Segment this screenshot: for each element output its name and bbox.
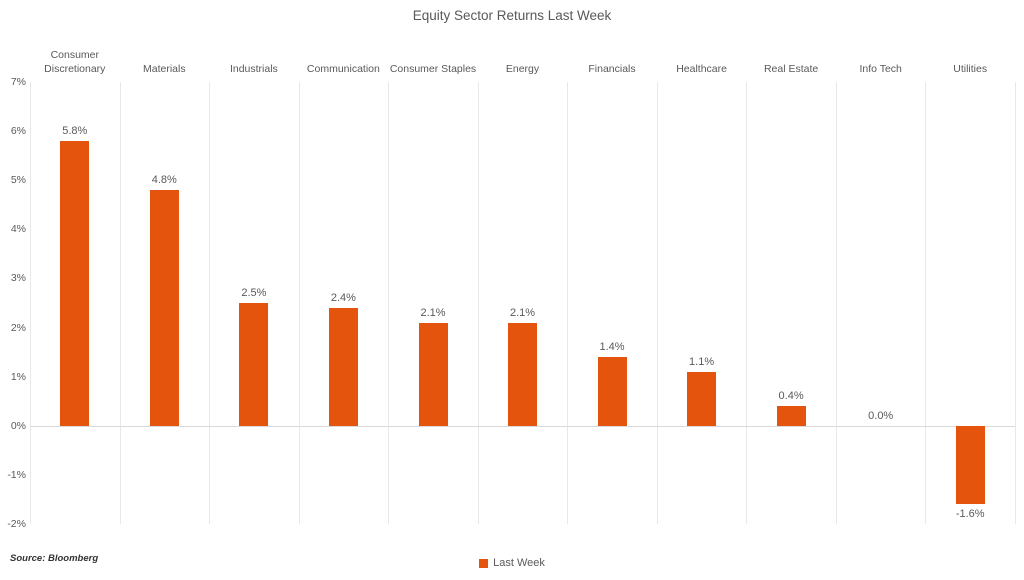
gridline-vertical [209, 82, 211, 524]
bar-value-label: 4.8% [151, 174, 177, 186]
y-axis-tick-label: -1% [7, 468, 26, 481]
bar [508, 322, 537, 426]
bar [328, 307, 358, 426]
bar [955, 425, 985, 505]
category-label: Financials [588, 63, 636, 75]
y-axis-tick-label: 5% [10, 174, 26, 187]
bar [239, 303, 269, 426]
category-label: Info Tech [859, 63, 902, 75]
bar [687, 371, 717, 426]
bar-value-label: 1.4% [599, 341, 625, 353]
category-label: Energy [505, 63, 540, 75]
category-label: Materials [142, 63, 186, 75]
gridline-vertical [746, 82, 748, 524]
gridline-vertical [835, 82, 837, 524]
category-label: Healthcare [676, 63, 727, 75]
legend-swatch-last-week [479, 558, 489, 568]
bar-value-label: -1.6% [955, 508, 985, 521]
bar-value-label: 0.4% [778, 390, 804, 403]
gridline-vertical [567, 82, 569, 524]
bar [776, 406, 806, 426]
category-label: Communication [306, 63, 380, 75]
category-label: Consumer Staples [389, 63, 477, 75]
gridline-vertical [30, 82, 31, 524]
bar-value-label: 0.0% [868, 409, 894, 422]
gridline-vertical [388, 82, 390, 524]
y-axis-tick-label: 3% [10, 272, 26, 285]
bar [418, 322, 448, 426]
bar [597, 357, 627, 426]
chart-title: Equity Sector Returns Last Week [412, 8, 612, 23]
y-axis-tick-label: 7% [10, 76, 26, 88]
legend-label: Last Week [493, 557, 545, 569]
bar [60, 140, 90, 426]
bar-value-label: 2.1% [509, 306, 536, 319]
gridline-vertical [656, 82, 658, 524]
gridline-vertical [925, 82, 927, 524]
y-axis-tick-label: 1% [10, 370, 26, 383]
y-axis-tick-label: -2% [7, 518, 26, 530]
bar-value-label: 2.5% [241, 287, 267, 299]
y-axis-tick-label: 6% [10, 125, 26, 138]
legend: Last Week [0, 557, 1024, 569]
y-axis-tick-label: 0% [10, 419, 26, 432]
gridline-vertical [298, 82, 300, 524]
bar [149, 190, 179, 426]
zero-axis-line [30, 425, 1015, 427]
bar-value-label: 5.8% [62, 124, 88, 137]
category-label: Consumer Discretionary [44, 49, 106, 75]
gridline-vertical [477, 82, 479, 524]
category-label: Utilities [953, 63, 988, 75]
category-label: Industrials [229, 63, 278, 75]
bar-value-label: 2.1% [420, 306, 446, 319]
gridline-vertical [119, 82, 121, 524]
source-note: Source: Bloomberg [10, 553, 99, 564]
y-axis-tick-label: 2% [10, 321, 26, 334]
bar-value-label: 2.4% [330, 291, 356, 304]
gridline-vertical [1015, 82, 1016, 524]
bar-value-label: 1.1% [689, 355, 715, 368]
category-label: Real Estate [763, 63, 819, 75]
y-axis-tick-label: 4% [10, 223, 26, 236]
